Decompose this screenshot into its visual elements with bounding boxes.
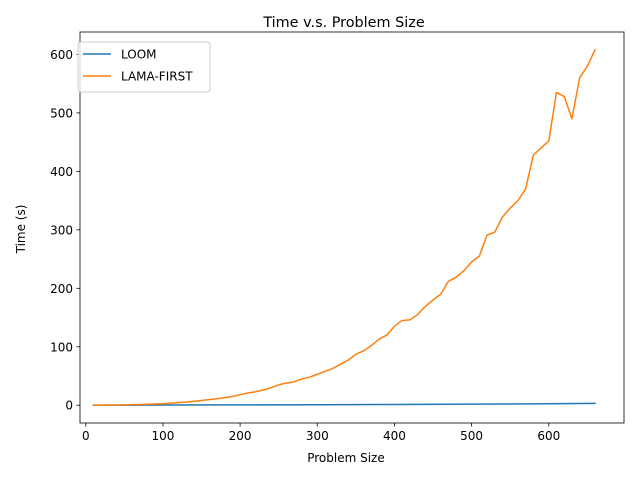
x-tick-label: 300 [306, 429, 329, 443]
x-axis: 0 100 200 300 400 500 600 [82, 423, 560, 443]
x-tick-label: 0 [82, 429, 90, 443]
legend-label-loom: LOOM [121, 48, 157, 62]
y-tick-label: 200 [50, 282, 73, 296]
x-tick-label: 400 [383, 429, 406, 443]
y-tick-label: 300 [50, 223, 73, 237]
y-tick-label: 500 [50, 106, 73, 120]
y-tick-label: 100 [50, 340, 73, 354]
y-axis-label: Time (s) [14, 205, 28, 255]
legend: LOOM LAMA-FIRST [77, 41, 211, 93]
x-tick-label: 600 [537, 429, 560, 443]
x-tick-label: 100 [151, 429, 174, 443]
y-tick-label: 0 [65, 399, 73, 413]
plot-frame [79, 31, 625, 424]
x-tick-label: 500 [460, 429, 483, 443]
series-line-loom [92, 402, 596, 406]
series-line-lama-first [92, 48, 597, 406]
x-tick-label: 200 [229, 429, 252, 443]
legend-label-lama-first: LAMA-FIRST [121, 70, 193, 84]
plot-area [79, 31, 625, 424]
y-tick-label: 400 [50, 165, 73, 179]
y-tick-label: 600 [50, 48, 73, 62]
y-axis: 0 100 200 300 400 500 600 [50, 48, 80, 413]
chart-title: Time v.s. Problem Size [262, 15, 425, 31]
x-axis-label: Problem Size [307, 451, 385, 465]
